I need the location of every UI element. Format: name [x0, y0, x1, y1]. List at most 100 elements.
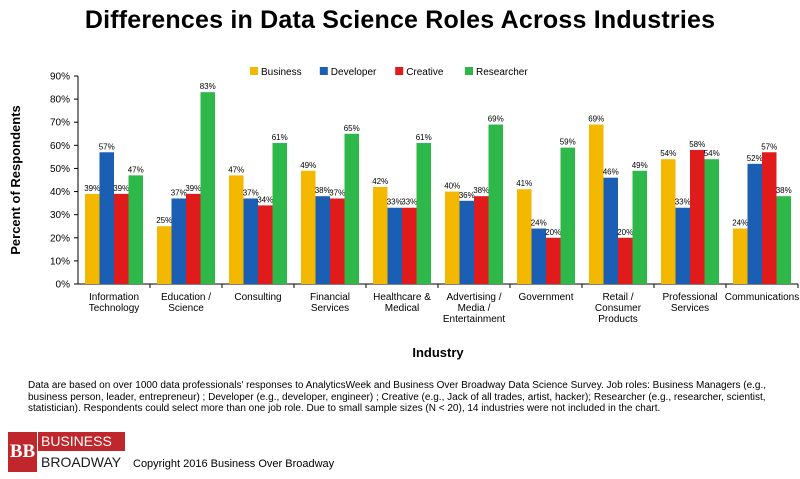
bar-researcher — [272, 143, 287, 284]
bar-business — [301, 170, 316, 284]
x-tick-label: Financial — [310, 292, 350, 303]
y-tick-label: 0% — [56, 280, 71, 291]
bar-researcher — [488, 124, 503, 285]
bar-researcher — [416, 143, 431, 284]
x-axis-title: Industry — [412, 345, 464, 360]
x-tick-label: Technology — [89, 303, 140, 314]
bar-value-label: 69% — [488, 115, 504, 124]
bar-value-label: 54% — [660, 149, 676, 158]
bar-value-label: 37% — [171, 188, 187, 197]
bar-value-label: 39% — [185, 184, 201, 193]
x-tick-label: Professional — [662, 292, 717, 303]
bar-developer — [675, 207, 690, 284]
bar-creative — [114, 193, 129, 284]
bar-developer — [315, 196, 330, 284]
bar-business — [445, 191, 460, 284]
legend-label-developer: Developer — [331, 67, 377, 78]
bar-developer — [99, 152, 114, 284]
bar-value-label: 20% — [545, 228, 561, 237]
bar-value-label: 33% — [401, 198, 417, 207]
bar-creative — [690, 149, 705, 284]
y-axis-title: Percent of Respondents — [8, 105, 23, 255]
bar-value-label: 42% — [372, 177, 388, 186]
bar-developer — [243, 198, 258, 284]
bar-value-label: 38% — [776, 186, 792, 195]
x-tick-label: Information — [89, 292, 139, 303]
bar-value-label: 39% — [113, 184, 129, 193]
y-tick-label: 10% — [50, 256, 70, 267]
bar-value-label: 49% — [300, 161, 316, 170]
x-tick-label: Government — [518, 292, 573, 303]
y-tick-label: 20% — [50, 233, 70, 244]
legend-swatch-researcher — [465, 67, 473, 75]
x-tick-label: Advertising / — [446, 292, 501, 303]
bar-value-label: 25% — [156, 216, 172, 225]
x-tick-label: Consumer — [595, 303, 642, 314]
bar-business — [373, 186, 388, 284]
bar-value-label: 41% — [516, 179, 532, 188]
bar-value-label: 47% — [128, 165, 144, 174]
bar-researcher — [200, 92, 215, 284]
y-tick-label: 50% — [50, 164, 70, 175]
bar-business — [85, 193, 100, 284]
x-tick-label: Products — [598, 314, 637, 325]
bar-creative — [402, 207, 417, 284]
bar-value-label: 57% — [99, 142, 115, 151]
x-tick-label: Services — [671, 303, 709, 314]
bar-creative — [258, 205, 273, 284]
bar-value-label: 38% — [473, 186, 489, 195]
bar-researcher — [128, 175, 143, 284]
x-tick-label: Services — [311, 303, 349, 314]
x-tick-label: Healthcare & — [373, 292, 431, 303]
bar-value-label: 52% — [747, 154, 763, 163]
bar-developer — [171, 198, 186, 284]
bar-value-label: 61% — [416, 133, 432, 142]
bar-researcher — [632, 170, 647, 284]
bar-value-label: 33% — [387, 198, 403, 207]
bar-researcher — [704, 159, 719, 284]
bar-value-label: 65% — [344, 124, 360, 133]
x-tick-label: Media / — [458, 303, 491, 314]
x-tick-label: Medical — [385, 303, 419, 314]
bar-value-label: 61% — [272, 133, 288, 142]
bar-researcher — [344, 133, 359, 284]
bar-value-label: 57% — [761, 142, 777, 151]
bar-developer — [387, 207, 402, 284]
bar-value-label: 54% — [704, 149, 720, 158]
y-tick-label: 30% — [50, 210, 70, 221]
x-tick-label: Science — [168, 303, 204, 314]
bar-value-label: 34% — [257, 195, 273, 204]
legend-label-business: Business — [261, 67, 302, 78]
bar-value-label: 58% — [689, 140, 705, 149]
bar-creative — [186, 193, 201, 284]
x-tick-label: Education / — [161, 292, 211, 303]
bar-chart: 0% 10% 20% 30% 40% 50% 60% 70% 80% 90% Percent of … — [8, 67, 799, 360]
logo-line1: BUSINESS — [38, 432, 125, 451]
legend-label-researcher: Researcher — [476, 67, 528, 78]
bar-developer — [747, 163, 762, 284]
bar-value-label: 24% — [732, 219, 748, 228]
bar-researcher — [776, 196, 791, 284]
y-tick-label: 40% — [50, 187, 70, 198]
bar-value-label: 83% — [200, 82, 216, 91]
x-tick-label: Communications — [725, 292, 799, 303]
bar-developer — [531, 228, 546, 284]
y-tick-label: 80% — [50, 95, 70, 106]
legend-swatch-developer — [319, 67, 328, 75]
y-tick-label: 70% — [50, 118, 70, 129]
bar-business — [157, 226, 172, 284]
bar-business — [517, 189, 532, 284]
y-tick-label: 90% — [50, 72, 70, 83]
business-broadway-logo: BB BUSINESS BROADWAY — [8, 432, 125, 472]
bar-business — [229, 175, 244, 284]
footnote: Data are based on over 1000 data profess… — [28, 380, 767, 414]
y-tick-label: 60% — [50, 141, 70, 152]
bar-business — [589, 124, 604, 285]
bar-value-label: 46% — [603, 168, 619, 177]
bar-value-label: 49% — [632, 161, 648, 170]
bar-value-label: 40% — [444, 182, 460, 191]
bar-value-label: 37% — [243, 188, 259, 197]
bar-creative — [762, 152, 777, 284]
x-tick-label: Retail / — [602, 292, 633, 303]
copyright-text: Copyright 2016 Business Over Broadway — [133, 458, 335, 470]
